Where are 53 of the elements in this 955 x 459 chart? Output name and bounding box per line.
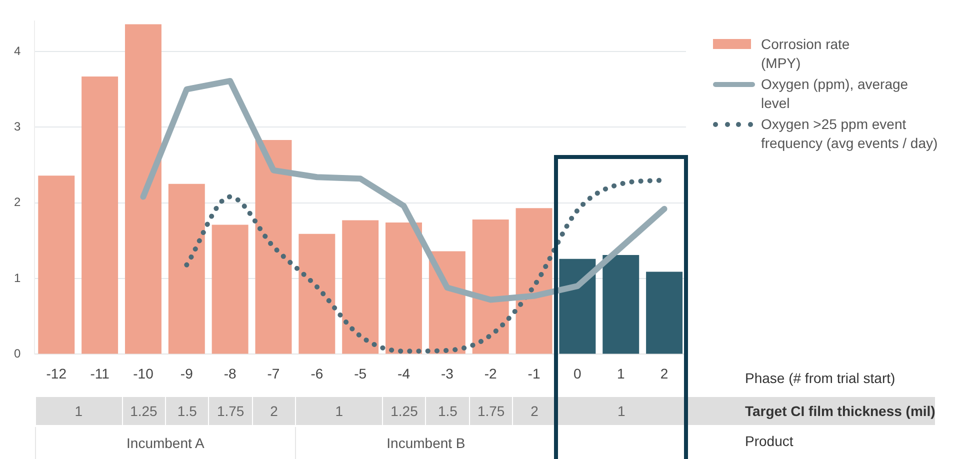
bar [602,255,640,354]
y-tick-label: 0 [14,346,21,361]
x-tick-label: 1 [616,365,625,382]
text: Incumbent A [34,427,296,459]
bar [646,272,683,354]
text: Incumbent B [295,427,556,459]
bar [298,234,336,354]
x-tick-label: -10 [133,365,154,382]
text: 1 [295,397,382,425]
x-tick-label: -4 [398,365,410,382]
bar [168,184,205,354]
bar [255,140,292,354]
bar [516,208,552,354]
x-tick-label: -1 [528,365,540,382]
text: 1.75 [468,397,512,425]
bar [212,224,248,354]
bar [472,219,509,354]
y-tick-label: 2 [14,195,21,210]
x-tick-label: -5 [354,365,367,382]
text: 1.25 [122,397,165,425]
bar [82,76,118,354]
text: 1.25 [382,397,426,425]
text: 1 [34,397,122,425]
x-tick-label: -11 [90,365,110,382]
x-tick-label: -9 [180,365,194,382]
x-tick-label: -12 [46,365,67,382]
x-tick-label: -2 [484,365,498,382]
text: 2 [512,397,556,425]
text: 1.5 [164,397,208,425]
text: 2 [252,397,296,425]
text: 1 [556,397,686,425]
x-tick-label: 2 [660,365,668,382]
y-tick-label: 1 [14,270,21,285]
x-tick-label: -3 [440,365,454,382]
text: Product [745,433,794,449]
legend-label: Oxygen >25 ppm event frequency (avg events / day) [761,115,939,153]
y-tick-label: 3 [14,119,21,134]
legend-label: Oxygen (ppm), average level [761,75,910,113]
x-axis-title: Phase (# from trial start) [745,370,896,386]
bar [342,220,379,354]
x-tick-label: -7 [267,365,280,382]
x-tick-label: 0 [574,365,582,382]
bar [386,222,422,354]
text: 1.5 [425,397,469,425]
text: 1.75 [208,397,252,425]
y-tick-label: 4 [14,44,21,58]
bar [124,24,162,354]
x-tick-label: -6 [310,365,324,382]
bar [38,176,75,354]
bar [559,258,596,354]
x-tick-label: -8 [224,365,237,382]
text: Target CI film thickness (mil) [745,403,936,419]
legend-label: Corrosion rate (MPY) [761,35,851,73]
